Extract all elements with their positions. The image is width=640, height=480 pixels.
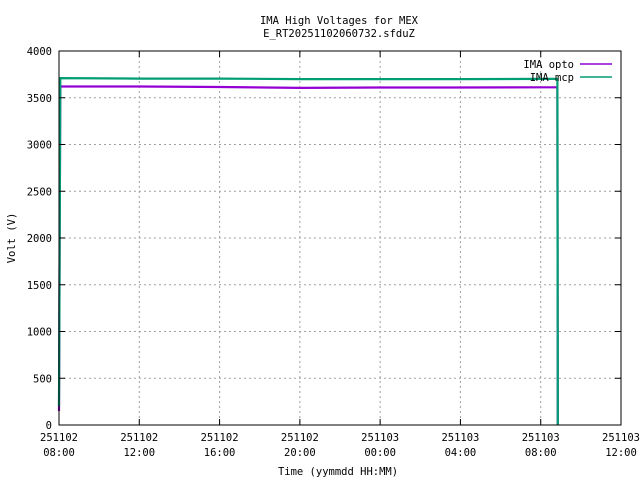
grid-lines <box>59 51 621 425</box>
x-tick-date: 251102 <box>201 432 239 444</box>
legend-label: IMA mcp <box>530 72 574 84</box>
x-tick-time: 12:00 <box>605 447 637 459</box>
y-tick-label: 3500 <box>27 93 52 105</box>
x-axis-label: Time (yymmdd HH:MM) <box>278 466 398 478</box>
series-lines <box>57 76 559 426</box>
y-tick-label: 3000 <box>27 140 52 152</box>
x-tick-time: 08:00 <box>43 447 75 459</box>
x-tick-time: 12:00 <box>123 447 155 459</box>
y-tick-label: 0 <box>46 420 52 432</box>
legend-label: IMA opto <box>523 59 574 71</box>
y-tick-label: 1500 <box>27 280 52 292</box>
x-tick-time: 04:00 <box>445 447 477 459</box>
x-tick-date: 251103 <box>602 432 640 444</box>
series-line-ima-mcp <box>57 76 559 426</box>
x-tick-date: 251103 <box>441 432 479 444</box>
y-axis: 0 500 1000 1500 2000 2500 3000 3500 4000 <box>27 46 621 432</box>
x-tick-time: 00:00 <box>364 447 396 459</box>
x-tick-date: 251102 <box>281 432 319 444</box>
x-tick-date: 251103 <box>361 432 399 444</box>
y-axis-label: Volt (V) <box>6 213 18 264</box>
x-tick-date: 251102 <box>40 432 78 444</box>
x-tick-time: 08:00 <box>525 447 557 459</box>
x-tick-time: 16:00 <box>204 447 236 459</box>
y-tick-label: 1000 <box>27 327 52 339</box>
series-line-ima-opto <box>57 85 559 426</box>
chart-subtitle: E_RT20251102060732.sfduZ <box>263 28 415 40</box>
x-tick-time: 20:00 <box>284 447 316 459</box>
y-tick-label: 4000 <box>27 46 52 58</box>
y-tick-label: 2500 <box>27 186 52 198</box>
y-tick-label: 500 <box>33 373 52 385</box>
x-tick-date: 251102 <box>120 432 158 444</box>
x-tick-date: 251103 <box>522 432 560 444</box>
x-axis: 251102 08:00 251102 12:00 251102 16:00 251102 2… <box>40 51 640 459</box>
chart-title: IMA High Voltages for MEX <box>260 15 419 27</box>
y-tick-label: 2000 <box>27 233 52 245</box>
